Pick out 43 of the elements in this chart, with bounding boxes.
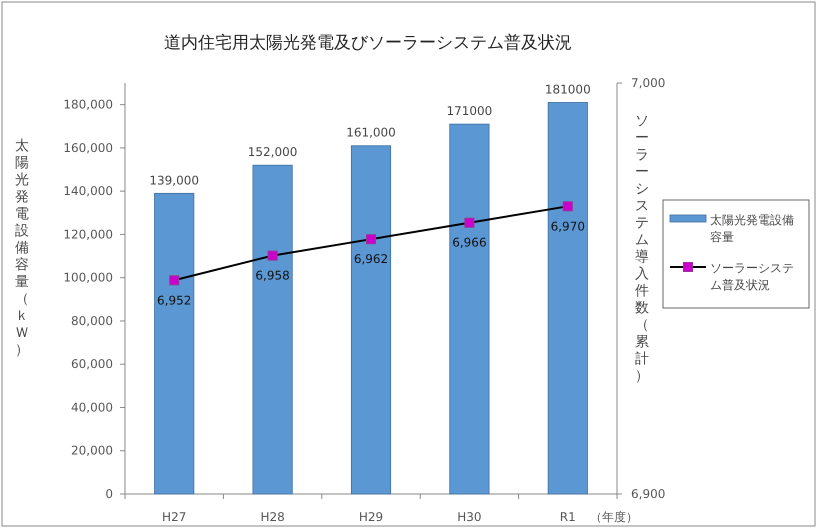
legend-label: ソーラーシステム普及状況: [710, 261, 794, 292]
data-label: 171000: [446, 104, 492, 118]
y-tick-label: 0: [105, 487, 113, 501]
point: [268, 250, 278, 261]
bar: [154, 192, 194, 494]
data-label: 161,000: [346, 126, 396, 140]
x-tick-label: H30: [457, 510, 482, 524]
y-tick-label: 100,000: [63, 270, 113, 285]
data-label: 152,000: [248, 145, 298, 160]
x-tick-label: H29: [358, 510, 384, 524]
point: [169, 275, 180, 286]
x-tick-label: H28: [260, 510, 285, 524]
text: 太陽光発電設備容量（ｋＷ）: [15, 138, 29, 358]
data-label: 6,962: [354, 252, 388, 266]
y2-tick-label: 7,000: [631, 76, 666, 90]
legend-label: 太陽光発電設備容量: [710, 213, 794, 244]
y-tick-label: 80,000: [71, 314, 113, 328]
x-axis-title: （年度）: [590, 510, 638, 524]
y-tick-label: 140,000: [63, 184, 113, 198]
point: [366, 234, 376, 244]
text: ソーラーシステム導入件数（累計）: [635, 113, 649, 384]
point: [562, 201, 573, 212]
data-label: 6,970: [550, 219, 585, 234]
bar: [548, 102, 588, 494]
bar: [350, 145, 392, 494]
x-tick-label: R1: [560, 510, 576, 524]
data-label: 139,000: [149, 173, 200, 188]
x-tick-label: H27: [162, 510, 186, 524]
y-tick-label: 120,000: [63, 227, 113, 242]
bar: [449, 124, 490, 494]
data-label: 181000: [544, 82, 591, 96]
chart-title: 道内住宅用太陽光発電及びソーラーシステム普及状況: [164, 33, 572, 53]
y-tick-label: 40,000: [71, 400, 113, 414]
y-tick-label: 20,000: [71, 444, 113, 458]
data-label: 6,952: [157, 293, 192, 308]
y-tick-label: 60,000: [71, 357, 113, 372]
y2-tick-label: 6,900: [631, 487, 666, 501]
data-label: 6,966: [452, 236, 487, 250]
y-tick-label: 160,000: [63, 140, 113, 155]
point: [464, 218, 474, 228]
y-tick-label: 180,000: [63, 98, 113, 112]
bar: [252, 164, 293, 494]
data-label: 6,958: [255, 268, 290, 283]
